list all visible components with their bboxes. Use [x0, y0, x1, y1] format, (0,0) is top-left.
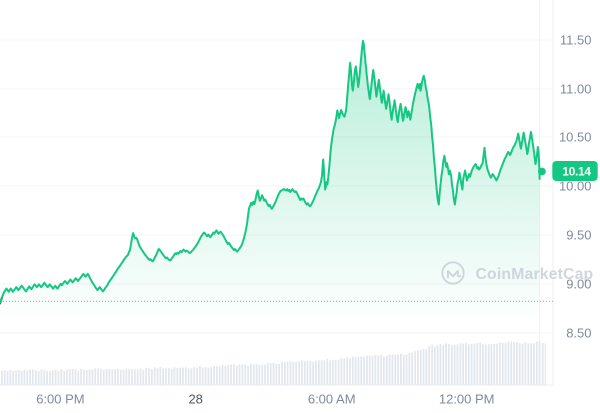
svg-text:8.50: 8.50 — [566, 326, 591, 341]
svg-text:CoinMarketCap: CoinMarketCap — [476, 266, 594, 283]
svg-text:10.00: 10.00 — [559, 179, 592, 194]
svg-text:9.00: 9.00 — [566, 277, 591, 292]
svg-text:11.00: 11.00 — [560, 82, 592, 97]
svg-text:6:00 PM: 6:00 PM — [36, 392, 84, 407]
svg-text:11.50: 11.50 — [560, 33, 592, 48]
svg-text:10.14: 10.14 — [562, 165, 591, 179]
svg-text:28: 28 — [188, 392, 202, 407]
svg-text:9.50: 9.50 — [566, 228, 591, 243]
svg-text:6:00 AM: 6:00 AM — [308, 392, 356, 407]
svg-text:10.50: 10.50 — [559, 130, 592, 145]
svg-text:12:00 PM: 12:00 PM — [439, 392, 495, 407]
